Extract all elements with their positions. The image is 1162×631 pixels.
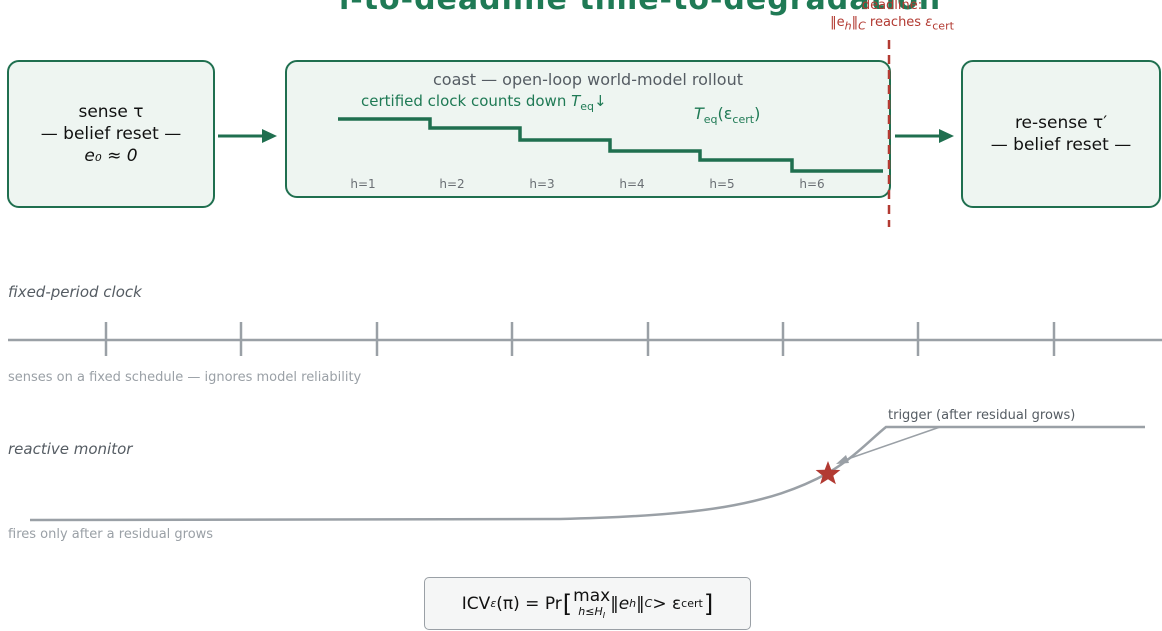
formula-norm-close: ‖: [636, 593, 645, 614]
horizon-label: h=4: [619, 177, 645, 191]
sense-box: sense τ — belief reset — e₀ ≈ 0: [7, 60, 215, 208]
formula-lhs: ICV: [461, 593, 491, 614]
formula-lhs-arg: (π) = Pr: [496, 593, 562, 614]
resense-box: re-sense τ′ — belief reset —: [961, 60, 1161, 208]
arrowhead-sense-to-coast: [262, 129, 277, 143]
horizon-label: h=1: [350, 177, 376, 191]
sense-label: sense τ: [78, 102, 144, 122]
arrowhead-coast-to-resense: [939, 129, 954, 143]
formula-close-bracket: ]: [703, 589, 714, 618]
trigger-label: trigger (after residual grows): [888, 408, 1076, 423]
horizon-label: h=3: [529, 177, 555, 191]
horizon-label: h=5: [709, 177, 735, 191]
formula-norm: ‖e: [610, 593, 630, 614]
fixed-clock-ticks: [104, 322, 1056, 356]
trigger-annotation-line: [841, 426, 941, 462]
certified-clock-label: certified clock counts down Teq↓: [361, 92, 607, 113]
fixed-clock-label: fixed-period clock: [8, 283, 142, 301]
formula-max: max h≤HI: [573, 586, 611, 621]
diagram-title: l-to-deadline time-to-degradation: [330, 0, 950, 17]
belief-reset-label: — belief reset —: [40, 124, 182, 144]
resense-label: re-sense τ′: [1014, 113, 1108, 133]
resense-belief-reset-label: — belief reset —: [990, 135, 1132, 155]
horizon-label: h=2: [439, 177, 465, 191]
coast-title: coast — open-loop world-model rollout: [433, 70, 743, 89]
trigger-annotation-arrowhead: [836, 455, 849, 464]
teq-eps-cert-label: Teq(εcert): [694, 104, 761, 127]
icv-formula: ICV ε (π) = Pr [ max h≤HI ‖e h ‖ C > ε cert ]: [424, 577, 751, 630]
reactive-monitor-label: reactive monitor: [8, 440, 133, 458]
formula-norm-sub: h: [629, 597, 637, 610]
formula-gt-sub: cert: [681, 597, 703, 610]
formula-norm-c: C: [644, 597, 653, 610]
horizon-label: h=6: [799, 177, 825, 191]
coast-box: [285, 60, 891, 198]
trigger-star-icon: [815, 461, 841, 485]
formula-open-bracket: [: [562, 589, 573, 618]
deadline-label: deadline: ‖eh‖C reaches εcert: [812, 0, 972, 35]
reactive-residual-curve: [29, 425, 1145, 522]
deadline-line1: deadline:: [861, 0, 923, 13]
deadline-line2: ‖eh‖C reaches εcert: [830, 15, 954, 33]
reactive-monitor-caption: fires only after a residual grows: [8, 527, 214, 542]
initial-error-label: e₀ ≈ 0: [84, 146, 138, 166]
certified-clock-staircase: [338, 117, 883, 173]
formula-gt: > ε: [652, 593, 682, 614]
fixed-clock-caption: senses on a fixed schedule — ignores mod…: [8, 370, 362, 385]
formula-lhs-sub: ε: [490, 597, 497, 610]
